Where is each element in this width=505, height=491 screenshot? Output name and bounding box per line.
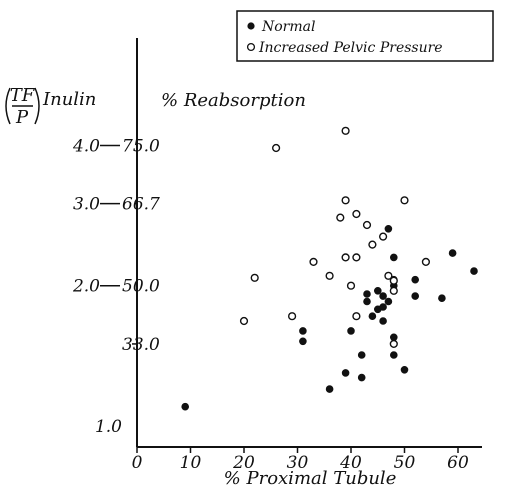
legend-box <box>236 10 494 62</box>
data-point-normal <box>438 294 446 303</box>
y-tick-label: 2.0 <box>72 277 100 297</box>
data-point-normal <box>448 249 457 257</box>
data-point-increased-pelvic-pressure <box>368 240 377 249</box>
data-point-normal <box>181 402 189 411</box>
legend-label-normal: Normal <box>261 19 315 35</box>
data-point-increased-pelvic-pressure <box>341 253 350 262</box>
data-point-increased-pelvic-pressure <box>346 281 356 290</box>
x-tick-label: 50 <box>394 453 416 473</box>
y-secondary-tick-label: 33.0 <box>122 335 160 355</box>
y-tick-label: 3.0 <box>73 195 100 215</box>
data-points <box>181 126 478 411</box>
data-point-normal <box>389 351 398 359</box>
data-point-normal <box>384 225 393 233</box>
data-point-normal <box>325 385 334 393</box>
y-tick-label: 1.0 <box>95 417 122 437</box>
data-point-increased-pelvic-pressure <box>309 257 318 267</box>
data-point-increased-pelvic-pressure <box>389 276 398 285</box>
data-point-normal <box>400 365 409 374</box>
x-axis-title: % Proximal Tubule <box>224 468 397 489</box>
data-point-normal <box>379 292 387 300</box>
data-point-normal <box>357 373 366 382</box>
data-point-increased-pelvic-pressure <box>272 143 281 153</box>
y-axis-fraction-left-paren <box>5 87 11 125</box>
legend-marker-increased-pelvic-pressure <box>246 42 256 52</box>
data-point-increased-pelvic-pressure <box>341 126 350 135</box>
y-secondary-tick-label: 66.7 <box>122 195 160 215</box>
y-secondary-tick-label: 50.0 <box>122 277 160 297</box>
data-point-normal <box>368 312 377 321</box>
data-point-normal <box>411 275 420 284</box>
data-point-normal <box>470 267 478 275</box>
data-point-increased-pelvic-pressure <box>379 232 388 241</box>
y-axis-fraction-numerator: TF <box>10 85 36 106</box>
data-point-increased-pelvic-pressure <box>389 339 398 349</box>
data-point-normal <box>299 327 307 335</box>
y-tick-label: 4.0 <box>72 136 100 156</box>
data-point-increased-pelvic-pressure <box>352 253 361 262</box>
data-point-increased-pelvic-pressure <box>389 286 398 295</box>
x-tick-label: 40 <box>339 453 362 473</box>
data-point-increased-pelvic-pressure <box>341 196 350 205</box>
data-point-increased-pelvic-pressure <box>384 271 393 280</box>
data-point-increased-pelvic-pressure <box>250 273 259 282</box>
y-ticks: 1.0 2.0 3.0 4.0 33.0 50.0 66.7 75.0 <box>72 136 160 437</box>
data-point-normal <box>389 333 398 342</box>
data-point-increased-pelvic-pressure <box>400 196 409 205</box>
data-point-normal <box>389 253 398 262</box>
data-point-increased-pelvic-pressure <box>352 312 361 321</box>
data-point-normal <box>373 286 382 295</box>
data-point-normal <box>341 369 350 377</box>
y-axis-title: Inulin <box>42 89 96 110</box>
data-point-increased-pelvic-pressure <box>421 257 431 267</box>
data-point-increased-pelvic-pressure <box>336 213 345 222</box>
x-tick-label: 30 <box>287 453 309 473</box>
x-tick-label: 60 <box>447 453 469 473</box>
x-tick-label: 20 <box>232 453 255 473</box>
data-point-normal <box>357 351 366 359</box>
x-tick-label: 0 <box>132 453 143 473</box>
data-point-normal <box>299 337 307 346</box>
x-tick-label: 10 <box>180 453 202 473</box>
data-point-normal <box>411 292 420 300</box>
x-ticks: 0 10 20 30 40 50 60 <box>132 447 469 473</box>
data-point-increased-pelvic-pressure <box>352 209 361 219</box>
legend-label-increased-pelvic-pressure: Increased Pelvic Pressure <box>258 40 443 56</box>
y-secondary-tick-label: 75.0 <box>122 136 160 156</box>
data-point-increased-pelvic-pressure <box>239 316 249 326</box>
y-axis-secondary-title: % Reabsorption <box>161 90 306 111</box>
data-point-normal <box>379 317 387 325</box>
data-point-normal <box>363 297 371 306</box>
data-point-normal <box>363 290 371 298</box>
legend-marker-normal <box>247 22 255 30</box>
data-point-normal <box>347 327 355 335</box>
y-axis-fraction-denominator: P <box>15 107 29 128</box>
data-point-normal <box>384 297 393 306</box>
data-point-increased-pelvic-pressure <box>288 312 297 321</box>
data-point-increased-pelvic-pressure <box>362 220 372 230</box>
data-point-increased-pelvic-pressure <box>325 271 334 280</box>
y-axis-fraction-right-paren <box>34 87 40 125</box>
legend: Normal Increased Pelvic Pressure <box>236 10 494 62</box>
data-point-normal <box>379 303 387 311</box>
